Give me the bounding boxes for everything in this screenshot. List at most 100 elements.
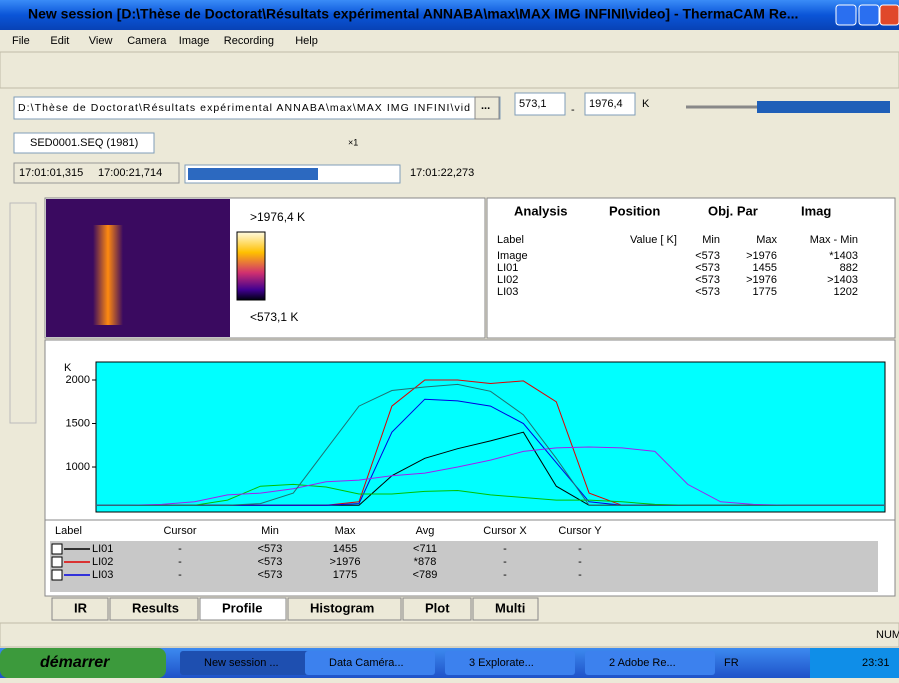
analysis-tab[interactable]: Analysis	[514, 203, 567, 218]
analysis-cell: 882	[840, 262, 858, 274]
row-checkbox[interactable]	[52, 544, 62, 554]
menu-item[interactable]: View	[89, 35, 113, 47]
analysis-cell: 1202	[834, 286, 858, 298]
thermal-image	[46, 199, 230, 337]
menu-item[interactable]: Image	[179, 35, 210, 47]
analysis-header: Max	[756, 234, 777, 246]
file-name[interactable]: SED0001.SEQ (1981)	[30, 137, 138, 149]
analysis-header: Max - Min	[810, 234, 858, 246]
y-axis-label: K	[64, 362, 72, 374]
profile-cell: <573	[258, 556, 283, 568]
time-end: 17:01:22,273	[410, 167, 474, 179]
menu-item[interactable]: Camera	[127, 35, 167, 47]
view-tab-label: Histogram	[310, 600, 374, 615]
profile-cell: -	[578, 543, 582, 555]
profile-cell: <711	[413, 543, 437, 555]
analysis-cell: Image	[497, 250, 528, 262]
analysis-cell: LI01	[497, 262, 518, 274]
speed: ×1	[348, 137, 358, 147]
view-tab-label: Profile	[222, 600, 262, 615]
profile-cell: -	[178, 543, 182, 555]
min-temp: 573,1	[519, 98, 547, 110]
time-slider-fill	[188, 168, 318, 180]
y-tick-label: 1500	[66, 417, 90, 429]
task-label: New session ...	[204, 657, 279, 669]
menu-item[interactable]: Edit	[50, 35, 69, 47]
analysis-header: Min	[702, 234, 720, 246]
profile-header: Label	[55, 525, 82, 537]
profile-cell: 1775	[333, 569, 357, 581]
icon-toolbar	[0, 52, 899, 88]
color-bar	[237, 232, 265, 300]
analysis-cell: <573	[695, 250, 720, 262]
analysis-cell: *1403	[829, 250, 858, 262]
profile-cell: >1976	[330, 556, 361, 568]
analysis-tab[interactable]: Position	[609, 203, 660, 218]
view-tab-label: IR	[74, 600, 88, 615]
analysis-header: Value [ K]	[630, 234, 677, 246]
plot-area	[96, 362, 885, 512]
max-temp: 1976,4	[589, 98, 623, 110]
analysis-cell: LI03	[497, 286, 518, 298]
menu-item[interactable]: File	[12, 35, 30, 47]
view-tab-label: Results	[132, 600, 179, 615]
time-start: 17:01:01,315	[19, 167, 83, 179]
screen: New session [D:\Thèse de Doctorat\Résult…	[0, 0, 899, 678]
browse-text[interactable]: ...	[481, 100, 490, 112]
profile-cell: -	[503, 543, 507, 555]
row-checkbox[interactable]	[52, 557, 62, 567]
range-slider-fill	[757, 101, 890, 113]
analysis-header: Label	[497, 234, 524, 246]
analysis-cell: 1455	[753, 262, 777, 274]
profile-cell: <789	[413, 569, 438, 581]
task-label: 3 Explorate...	[469, 657, 534, 669]
y-tick-label: 1000	[66, 461, 90, 473]
analysis-cell: <573	[695, 286, 720, 298]
profile-header: Cursor Y	[558, 525, 602, 537]
menu-item[interactable]: Help	[295, 35, 318, 47]
unit: K	[642, 98, 650, 110]
profile-cell: -	[178, 569, 182, 581]
profile-cell: LI02	[92, 556, 113, 568]
status-bar	[0, 623, 899, 647]
analysis-cell: >1976	[746, 250, 777, 262]
maximize-button[interactable]	[859, 5, 879, 25]
analysis-cell: >1976	[746, 274, 777, 286]
language: FR	[724, 657, 739, 669]
max-label: >1976,4 K	[250, 210, 305, 224]
profile-cell: -	[578, 569, 582, 581]
profile-header: Max	[335, 525, 356, 537]
profile-header: Avg	[416, 525, 435, 537]
min-label: <573,1 K	[250, 310, 298, 324]
profile-cell: 1455	[333, 543, 357, 555]
menu-item[interactable]: Recording	[224, 35, 274, 47]
analysis-cell: >1403	[827, 274, 858, 286]
table-selection	[50, 541, 878, 592]
profile-cell: <573	[258, 543, 283, 555]
hot-zone	[93, 225, 123, 325]
profile-cell: -	[503, 556, 507, 568]
view-tab-label: Plot	[425, 600, 450, 615]
profile-cell: *878	[414, 556, 437, 568]
start-label[interactable]: démarrer	[40, 654, 110, 671]
profile-header: Cursor	[163, 525, 196, 537]
analysis-cell: <573	[695, 274, 720, 286]
row-checkbox[interactable]	[52, 570, 62, 580]
clock: 23:31	[862, 657, 890, 669]
task-label: Data Caméra...	[329, 657, 404, 669]
profile-header: Cursor X	[483, 525, 527, 537]
minimize-button[interactable]	[836, 5, 856, 25]
profile-cell: -	[178, 556, 182, 568]
tool-column	[10, 203, 36, 423]
profile-cell: -	[578, 556, 582, 568]
analysis-tab[interactable]: Obj. Par	[708, 203, 758, 218]
analysis-cell: LI02	[497, 274, 518, 286]
window-title: New session [D:\Thèse de Doctorat\Résult…	[28, 6, 798, 22]
profile-cell: -	[503, 569, 507, 581]
separator: -	[571, 104, 575, 116]
close-button[interactable]	[880, 5, 899, 25]
profile-cell: LI01	[92, 543, 113, 555]
task-label: 2 Adobe Re...	[609, 657, 676, 669]
view-tab-label: Multi	[495, 600, 525, 615]
analysis-tab[interactable]: Imag	[801, 203, 831, 218]
